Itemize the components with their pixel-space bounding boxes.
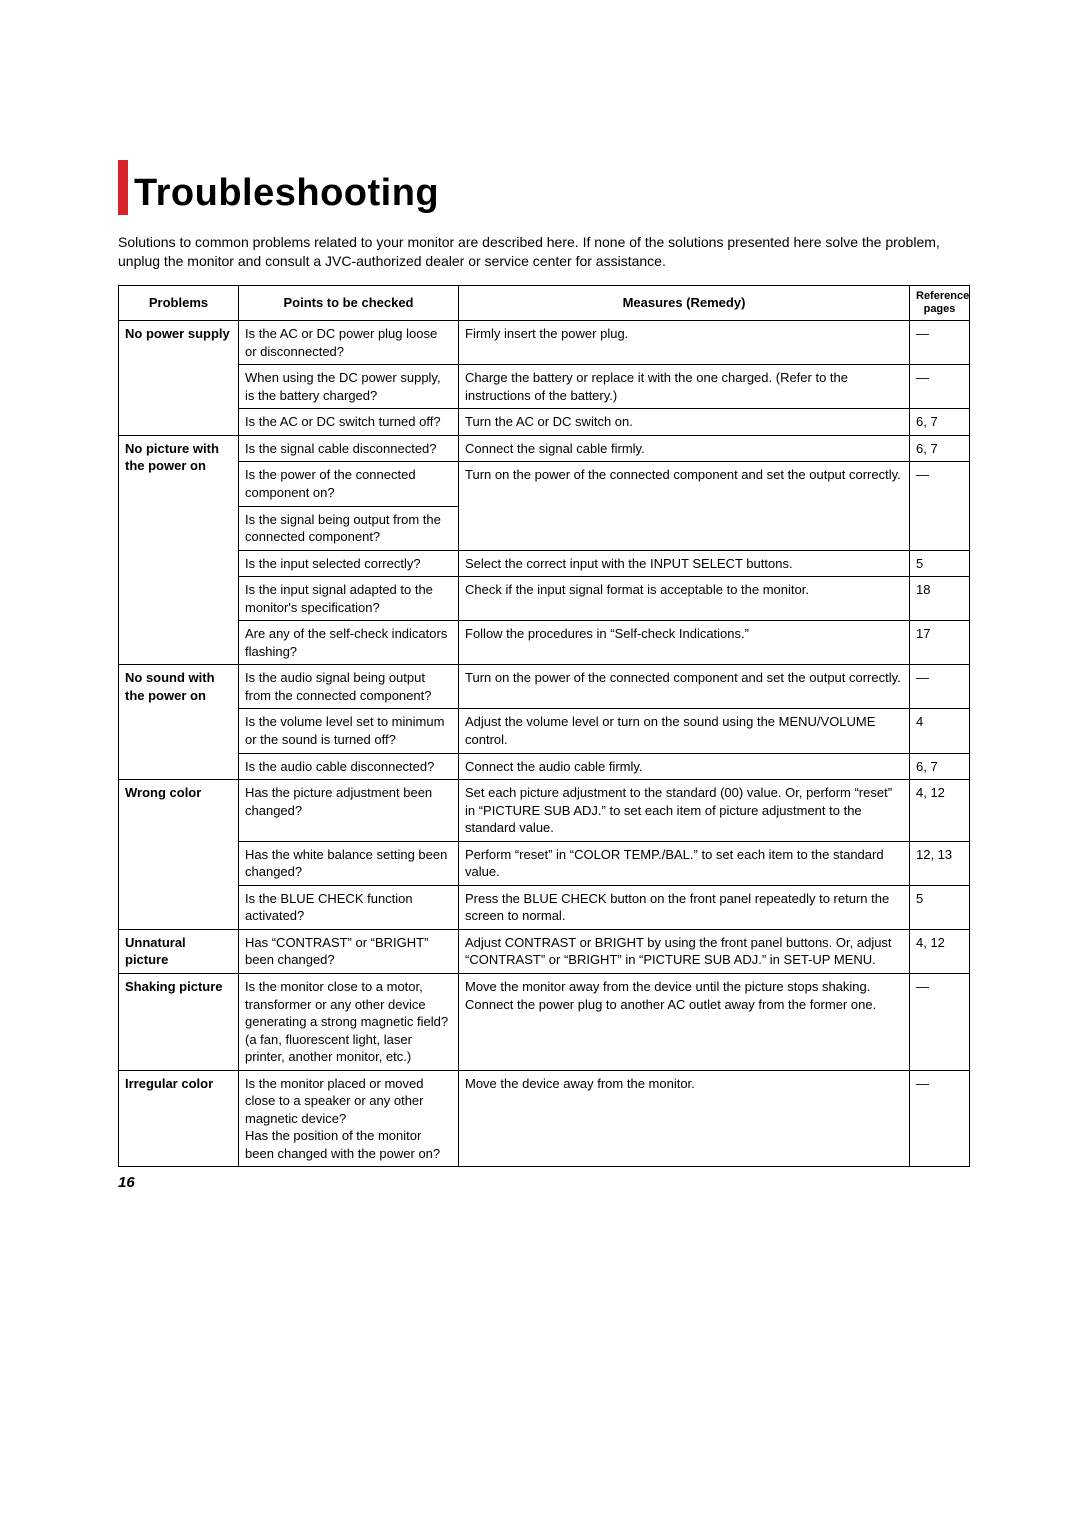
- problem-cell: No power supply: [119, 321, 239, 436]
- reference-cell: 18: [910, 577, 970, 621]
- table-row: Is the audio cable disconnected?Connect …: [119, 753, 970, 780]
- reference-cell: —: [910, 365, 970, 409]
- table-row: Are any of the self-check indicators fla…: [119, 621, 970, 665]
- remedy-cell: Firmly insert the power plug.: [459, 321, 910, 365]
- remedy-cell: Set each picture adjustment to the stand…: [459, 780, 910, 842]
- reference-cell: 4, 12: [910, 929, 970, 973]
- remedy-cell: Adjust the volume level or turn on the s…: [459, 709, 910, 753]
- table-row: No picture with the power onIs the signa…: [119, 435, 970, 462]
- points-cell: Is the monitor close to a motor, transfo…: [239, 974, 459, 1071]
- title-row: Troubleshooting: [118, 160, 970, 215]
- points-cell: Has the white balance setting been chang…: [239, 841, 459, 885]
- table-row: Is the input selected correctly?Select t…: [119, 550, 970, 577]
- points-cell: Is the AC or DC switch turned off?: [239, 409, 459, 436]
- table-row: Is the BLUE CHECK function activated?Pre…: [119, 885, 970, 929]
- remedy-cell: Follow the procedures in “Self-check Ind…: [459, 621, 910, 665]
- reference-cell: —: [910, 974, 970, 1071]
- reference-cell: 6, 7: [910, 753, 970, 780]
- table-row: Is the power of the connected component …: [119, 462, 970, 506]
- points-cell: Is the audio signal being output from th…: [239, 665, 459, 709]
- reference-cell: —: [910, 321, 970, 365]
- troubleshooting-table: Problems Points to be checked Measures (…: [118, 285, 970, 1168]
- points-cell: Has the picture adjustment been changed?: [239, 780, 459, 842]
- remedy-cell: Adjust CONTRAST or BRIGHT by using the f…: [459, 929, 910, 973]
- table-row: Is the AC or DC switch turned off?Turn t…: [119, 409, 970, 436]
- table-row: No sound with the power onIs the audio s…: [119, 665, 970, 709]
- reference-cell: 6, 7: [910, 409, 970, 436]
- reference-cell: 6, 7: [910, 435, 970, 462]
- points-cell: Are any of the self-check indicators fla…: [239, 621, 459, 665]
- points-cell: Is the AC or DC power plug loose or disc…: [239, 321, 459, 365]
- table-row: Unnatural pictureHas “CONTRAST” or “BRIG…: [119, 929, 970, 973]
- points-cell: Is the power of the connected component …: [239, 462, 459, 506]
- problem-cell: Wrong color: [119, 780, 239, 930]
- remedy-cell: Move the device away from the monitor.: [459, 1070, 910, 1167]
- page-number: 16: [118, 1174, 135, 1191]
- points-cell: Is the monitor placed or moved close to …: [239, 1070, 459, 1167]
- points-cell: Has “CONTRAST” or “BRIGHT” been changed?: [239, 929, 459, 973]
- points-cell: Is the input selected correctly?: [239, 550, 459, 577]
- problem-cell: Unnatural picture: [119, 929, 239, 973]
- page-title: Troubleshooting: [134, 172, 439, 215]
- remedy-cell: Turn the AC or DC switch on.: [459, 409, 910, 436]
- col-measures: Measures (Remedy): [459, 285, 910, 320]
- reference-cell: 5: [910, 550, 970, 577]
- points-cell: Is the input signal adapted to the monit…: [239, 577, 459, 621]
- remedy-cell: Press the BLUE CHECK button on the front…: [459, 885, 910, 929]
- remedy-cell: Turn on the power of the connected compo…: [459, 462, 910, 550]
- remedy-cell: Connect the signal cable firmly.: [459, 435, 910, 462]
- points-cell: Is the volume level set to minimum or th…: [239, 709, 459, 753]
- table-row: Is the volume level set to minimum or th…: [119, 709, 970, 753]
- problem-cell: No sound with the power on: [119, 665, 239, 780]
- table-row: Is the input signal adapted to the monit…: [119, 577, 970, 621]
- intro-text: Solutions to common problems related to …: [118, 233, 970, 271]
- remedy-cell: Move the monitor away from the device un…: [459, 974, 910, 1071]
- col-points: Points to be checked: [239, 285, 459, 320]
- page: Troubleshooting Solutions to common prob…: [0, 0, 1080, 1531]
- remedy-cell: Charge the battery or replace it with th…: [459, 365, 910, 409]
- accent-bar-icon: [118, 160, 128, 215]
- reference-cell: —: [910, 462, 970, 550]
- remedy-cell: Turn on the power of the connected compo…: [459, 665, 910, 709]
- problem-cell: Irregular color: [119, 1070, 239, 1167]
- reference-cell: —: [910, 1070, 970, 1167]
- remedy-cell: Connect the audio cable firmly.: [459, 753, 910, 780]
- points-cell: Is the signal cable disconnected?: [239, 435, 459, 462]
- remedy-cell: Perform “reset” in “COLOR TEMP./BAL.” to…: [459, 841, 910, 885]
- problem-cell: No picture with the power on: [119, 435, 239, 664]
- reference-cell: 4: [910, 709, 970, 753]
- table-header-row: Problems Points to be checked Measures (…: [119, 285, 970, 320]
- reference-cell: 4, 12: [910, 780, 970, 842]
- problem-cell: Shaking picture: [119, 974, 239, 1071]
- reference-cell: 5: [910, 885, 970, 929]
- points-cell: Is the signal being output from the conn…: [239, 506, 459, 550]
- points-cell: When using the DC power supply, is the b…: [239, 365, 459, 409]
- reference-cell: 17: [910, 621, 970, 665]
- table-row: Has the white balance setting been chang…: [119, 841, 970, 885]
- col-problems: Problems: [119, 285, 239, 320]
- table-row: Wrong colorHas the picture adjustment be…: [119, 780, 970, 842]
- reference-cell: 12, 13: [910, 841, 970, 885]
- remedy-cell: Check if the input signal format is acce…: [459, 577, 910, 621]
- points-cell: Is the audio cable disconnected?: [239, 753, 459, 780]
- col-reference: Reference pages: [910, 285, 970, 320]
- table-row: When using the DC power supply, is the b…: [119, 365, 970, 409]
- points-cell: Is the BLUE CHECK function activated?: [239, 885, 459, 929]
- table-row: Irregular colorIs the monitor placed or …: [119, 1070, 970, 1167]
- remedy-cell: Select the correct input with the INPUT …: [459, 550, 910, 577]
- table-row: Shaking pictureIs the monitor close to a…: [119, 974, 970, 1071]
- reference-cell: —: [910, 665, 970, 709]
- table-row: No power supplyIs the AC or DC power plu…: [119, 321, 970, 365]
